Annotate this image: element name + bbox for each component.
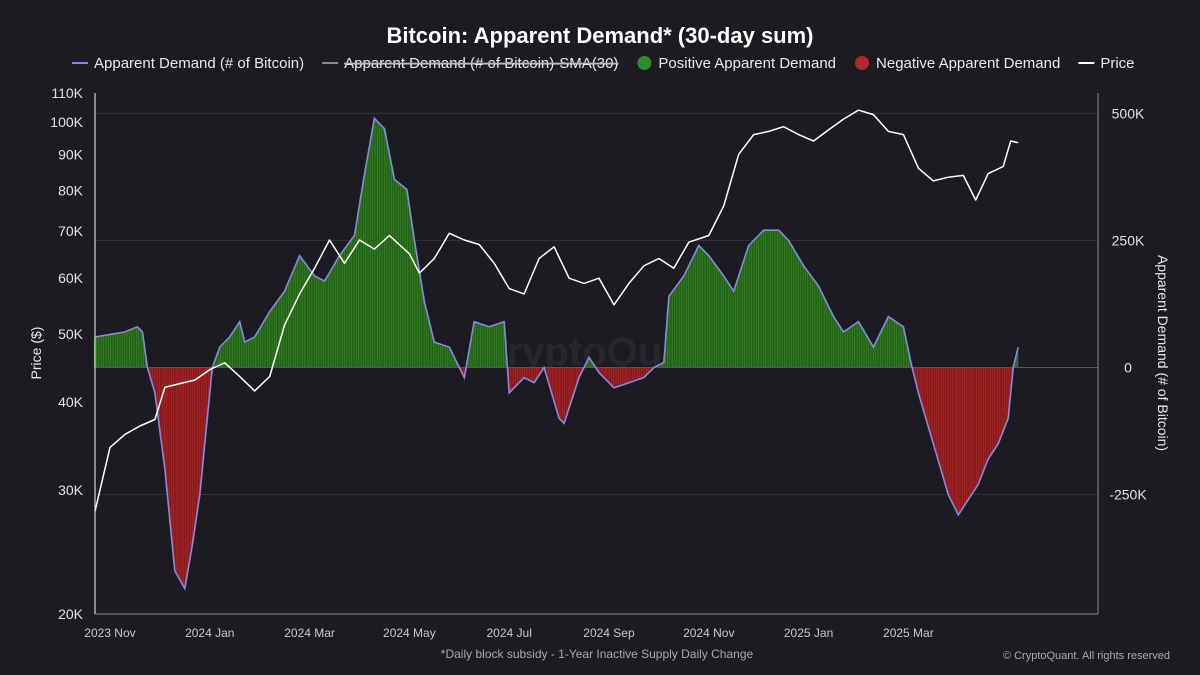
left-tick-label: 60K bbox=[58, 270, 84, 286]
demand-bars bbox=[93, 118, 1098, 588]
x-tick-label: 2024 Nov bbox=[683, 626, 734, 640]
legend-item: Apparent Demand (# of Bitcoin) bbox=[72, 55, 304, 72]
x-tick-label: 2025 Jan bbox=[784, 626, 833, 640]
credit-text: © CryptoQuant. All rights reserved bbox=[1003, 650, 1170, 662]
left-axis-title: Price ($) bbox=[28, 327, 44, 380]
left-tick-label: 50K bbox=[58, 326, 84, 342]
price-line bbox=[94, 109, 1019, 512]
left-tick-label: 70K bbox=[58, 223, 84, 239]
footnote: *Daily block subsidy - 1-Year Inactive S… bbox=[441, 647, 754, 661]
x-tick-label: 2024 May bbox=[383, 626, 436, 640]
left-tick-label: 100K bbox=[50, 114, 83, 130]
x-tick-label: 2025 Mar bbox=[883, 626, 934, 640]
legend-item: Negative Apparent Demand bbox=[855, 55, 1060, 72]
left-tick-label: 30K bbox=[58, 482, 84, 498]
legend: Apparent Demand (# of Bitcoin) Apparent D… bbox=[72, 55, 1135, 72]
legend-dot-icon bbox=[855, 56, 870, 70]
axes: 20K 30K 40K 50K 60K 70K 80K 90K 100K 110K 500K 250K… bbox=[28, 85, 1171, 640]
legend-item: Apparent Demand (# of Bitcoin)-SMA(30) bbox=[322, 55, 619, 72]
chart-title: Bitcoin: Apparent Demand* (30-day sum) bbox=[386, 23, 813, 48]
right-tick-label: -250K bbox=[1109, 487, 1147, 503]
right-tick-label: 250K bbox=[1112, 232, 1145, 248]
series-lines bbox=[94, 109, 1019, 591]
x-tick-label: 2024 Sep bbox=[583, 626, 635, 640]
left-tick-label: 40K bbox=[58, 394, 84, 410]
right-tick-label: 0 bbox=[1124, 359, 1132, 375]
legend-dot-icon bbox=[637, 56, 652, 70]
legend-item: Positive Apparent Demand bbox=[637, 55, 836, 72]
legend-item: Price bbox=[1078, 55, 1135, 72]
legend-label: Price bbox=[1100, 55, 1134, 72]
left-tick-label: 80K bbox=[58, 182, 84, 198]
right-tick-label: 500K bbox=[1112, 105, 1145, 121]
left-tick-label: 90K bbox=[58, 146, 84, 162]
legend-label: Negative Apparent Demand bbox=[876, 55, 1060, 72]
x-tick-label: 2024 Jan bbox=[185, 626, 234, 640]
x-tick-label: 2023 Nov bbox=[84, 626, 135, 640]
apparent-demand-line bbox=[94, 116, 1019, 591]
legend-label: Apparent Demand (# of Bitcoin) bbox=[94, 55, 304, 72]
x-tick-label: 2024 Mar bbox=[284, 626, 335, 640]
left-tick-label: 20K bbox=[58, 606, 84, 622]
right-axis-title: Apparent Demand (# of Bitcoin) bbox=[1155, 255, 1171, 451]
x-tick-label: 2024 Jul bbox=[486, 626, 531, 640]
left-tick-label: 110K bbox=[51, 85, 83, 101]
legend-label: Positive Apparent Demand bbox=[658, 55, 836, 72]
